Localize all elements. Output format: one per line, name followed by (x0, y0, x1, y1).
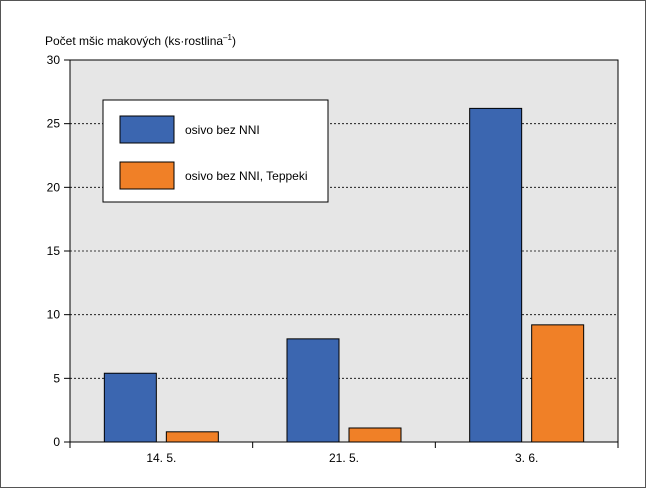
legend-label: osivo bez NNI, Teppeki (185, 169, 308, 183)
legend-swatch (119, 115, 175, 144)
bar (531, 324, 585, 443)
bar (469, 107, 523, 443)
x-tick-label: 14. 5. (146, 451, 176, 465)
legend-swatch (119, 161, 175, 190)
y-tick-label: 30 (47, 53, 61, 67)
legend-label: osivo bez NNI (185, 123, 260, 137)
y-tick-label: 10 (47, 308, 61, 322)
y-axis-title-main: Počet mšic makových (ks·rostlina (45, 34, 224, 48)
x-tick-label: 21. 5. (329, 451, 359, 465)
y-axis-title: Počet mšic makových (ks·rostlina–1) (45, 33, 236, 48)
y-axis-title-tail: ) (231, 34, 236, 48)
legend: osivo bez NNI osivo bez NNI, Teppeki (102, 99, 329, 203)
x-tick-label: 3. 6. (515, 451, 538, 465)
bar (165, 431, 219, 443)
y-tick-label: 0 (53, 435, 60, 449)
bar (103, 372, 157, 443)
y-tick-label: 25 (47, 117, 61, 131)
y-tick-label: 5 (53, 371, 60, 385)
bar (348, 427, 402, 443)
bar (286, 338, 340, 443)
y-tick-label: 15 (47, 244, 61, 258)
y-tick-label: 20 (47, 180, 61, 194)
y-axis-title-superscript: –1 (223, 33, 232, 42)
